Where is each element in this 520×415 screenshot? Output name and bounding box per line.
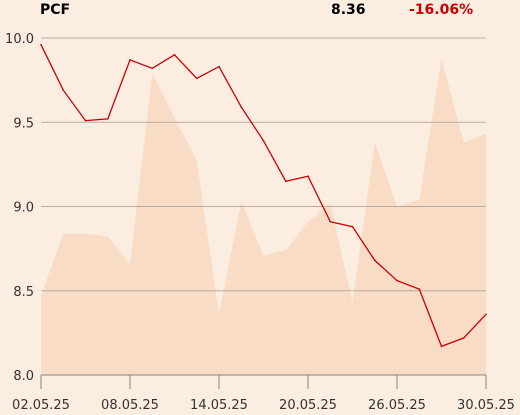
x-tick-label: 08.05.25	[101, 398, 159, 413]
price-point	[485, 313, 487, 316]
price-point	[463, 337, 465, 339]
price-point	[173, 54, 176, 56]
x-tick-label: 20.05.25	[279, 398, 337, 413]
y-tick-label: 9.0	[13, 201, 34, 216]
price-point	[151, 67, 154, 70]
y-tick-label: 8.5	[13, 285, 34, 300]
price-point	[62, 89, 65, 91]
price-change-percent: -16.06%	[409, 2, 474, 18]
price-point	[351, 225, 354, 228]
x-tick-label: 02.05.25	[12, 398, 70, 413]
y-tick-label: 9.5	[13, 116, 34, 131]
price-point	[329, 220, 332, 223]
y-tick-label: 8.0	[13, 369, 34, 384]
price-point	[418, 288, 421, 290]
price-point	[262, 140, 265, 142]
price-point	[218, 65, 220, 68]
price-point	[107, 118, 109, 120]
last-price: 8.36	[331, 2, 366, 18]
price-point	[440, 345, 443, 348]
x-tick-label: 14.05.25	[190, 398, 248, 413]
ticker-symbol: PCF	[40, 2, 71, 18]
price-point	[374, 259, 376, 262]
line-layer	[40, 43, 487, 348]
price-point	[285, 180, 287, 182]
price-point	[240, 106, 243, 108]
price-point	[84, 119, 87, 122]
price-point	[40, 43, 42, 46]
y-tick-label: 10.0	[5, 32, 34, 47]
area-series	[41, 58, 486, 375]
x-tick-label: 30.05.25	[457, 398, 515, 413]
area-layer	[41, 58, 486, 375]
price-point	[307, 175, 309, 177]
price-point	[196, 77, 198, 80]
price-point	[129, 59, 131, 61]
price-point	[396, 279, 398, 282]
axis-layer: 02.05.25 08.05.25 14.05.25 20.05.25 26.05.25…	[12, 374, 515, 413]
x-tick-label: 26.05.25	[368, 398, 426, 413]
